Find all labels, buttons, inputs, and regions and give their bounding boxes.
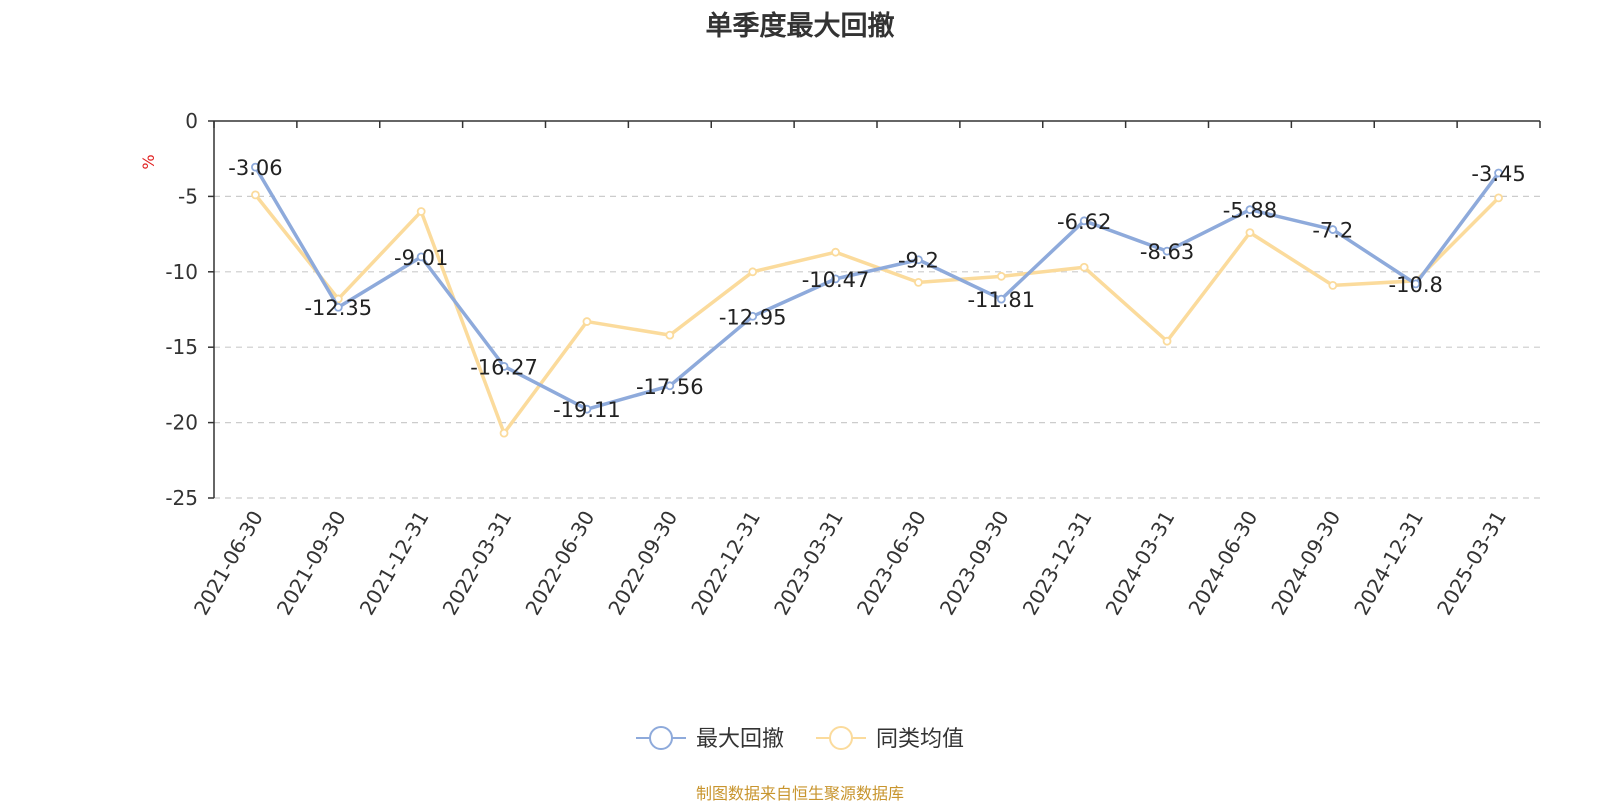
data-label: -12.35: [304, 296, 372, 320]
series-point-0: [996, 294, 1006, 304]
chart-title: 单季度最大回撤: [705, 11, 895, 42]
x-tick-label: 2023-03-31: [769, 507, 848, 620]
series-point-1: [831, 247, 840, 257]
y-tick-label: -15: [165, 335, 198, 359]
data-label: -5.88: [1223, 199, 1277, 223]
series-point-0: [831, 274, 840, 284]
legend-label: 最大回撤: [696, 727, 784, 752]
series-point-0: [582, 404, 592, 414]
data-label: -7.2: [1312, 219, 1353, 243]
data-label: -17.56: [636, 375, 704, 399]
data-label: -19.11: [553, 398, 621, 422]
data-label: -3.45: [1471, 162, 1525, 186]
x-tick-label: 2022-09-30: [603, 507, 682, 620]
series-point-1: [748, 267, 758, 277]
series-point-1: [499, 428, 509, 438]
series-point-1: [1162, 336, 1172, 346]
series-point-0: [1411, 279, 1421, 289]
x-tick-label: 2022-03-31: [437, 507, 516, 620]
x-tick-label: 2023-09-30: [935, 507, 1014, 620]
legend-item-0[interactable]: 最大回撤: [636, 726, 784, 752]
series: [251, 162, 1503, 438]
series-point-0: [333, 302, 343, 312]
data-label: -16.27: [470, 355, 538, 379]
y-axis-label: %: [139, 154, 158, 169]
data-label: -10.47: [802, 268, 870, 292]
grid-lines: [214, 195, 1540, 499]
series-point-0: [748, 311, 758, 321]
legend: 最大回撤 同类均值: [636, 726, 964, 752]
series-point-1: [416, 207, 426, 216]
legend-label: 同类均值: [876, 727, 964, 752]
series-point-0: [251, 162, 260, 172]
data-labels: -3.06 -12.35 -9.01 -16.27 -19.11 -17.56 -12.95…: [228, 156, 1525, 422]
series-point-0: [1162, 246, 1172, 256]
data-label: -10.8: [1389, 273, 1443, 297]
x-tick-label: 2023-06-30: [852, 507, 931, 620]
series-point-0: [1328, 225, 1338, 234]
data-label: -8.63: [1140, 240, 1194, 264]
series-point-1: [914, 277, 923, 287]
y-tick-label: -10: [165, 260, 198, 284]
x-tick-label: 2024-03-31: [1100, 507, 1179, 620]
data-label: -9.01: [394, 246, 448, 270]
x-tick-label: 2022-12-31: [686, 507, 765, 620]
series-point-1: [1494, 193, 1503, 203]
series-point-0: [416, 252, 426, 262]
series-point-1: [665, 330, 675, 340]
series-point-0: [1245, 205, 1255, 215]
data-label: -9.2: [898, 249, 939, 273]
series-point-1: [251, 190, 260, 200]
x-tick-label: 2021-09-30: [272, 507, 351, 620]
x-tick-label: 2023-12-31: [1018, 507, 1097, 620]
source-footer: 制图数据来自恒生聚源数据库: [695, 784, 904, 803]
series-point-1: [582, 317, 592, 326]
series-point-1: [1079, 262, 1089, 272]
legend-marker: [649, 726, 673, 750]
x-tick-label: 2024-12-31: [1349, 507, 1428, 620]
series-point-1: [996, 271, 1006, 281]
series-point-0: [1494, 168, 1503, 178]
series-line-1: [254, 193, 1500, 435]
series-point-0: [914, 255, 923, 265]
x-tick-label: 2021-06-30: [189, 507, 268, 620]
legend-item-1[interactable]: 同类均值: [816, 726, 964, 752]
series-point-1: [1245, 228, 1255, 237]
series-point-0: [499, 361, 509, 371]
y-tick-label: -20: [165, 411, 198, 435]
series-point-0: [665, 381, 675, 391]
series-line-0: [253, 166, 1500, 411]
x-tick-label: 2022-06-30: [520, 507, 599, 620]
x-tick-label: 2025-03-31: [1432, 507, 1511, 620]
data-label: -11.81: [967, 288, 1035, 312]
y-tick-label: -5: [178, 184, 198, 208]
x-tick-label: 2024-06-30: [1183, 507, 1262, 620]
series-point-0: [1079, 216, 1089, 226]
y-tick-label: 0: [185, 109, 198, 133]
data-label: -6.62: [1057, 210, 1111, 234]
x-tick-label: 2024-09-30: [1266, 507, 1345, 620]
x-tick-label: 2021-12-31: [355, 507, 434, 620]
y-tick-label: -25: [165, 486, 198, 510]
series-point-1: [1328, 280, 1338, 290]
data-label: -12.95: [719, 305, 787, 329]
data-label: -3.06: [228, 156, 282, 180]
legend-marker: [829, 726, 853, 750]
